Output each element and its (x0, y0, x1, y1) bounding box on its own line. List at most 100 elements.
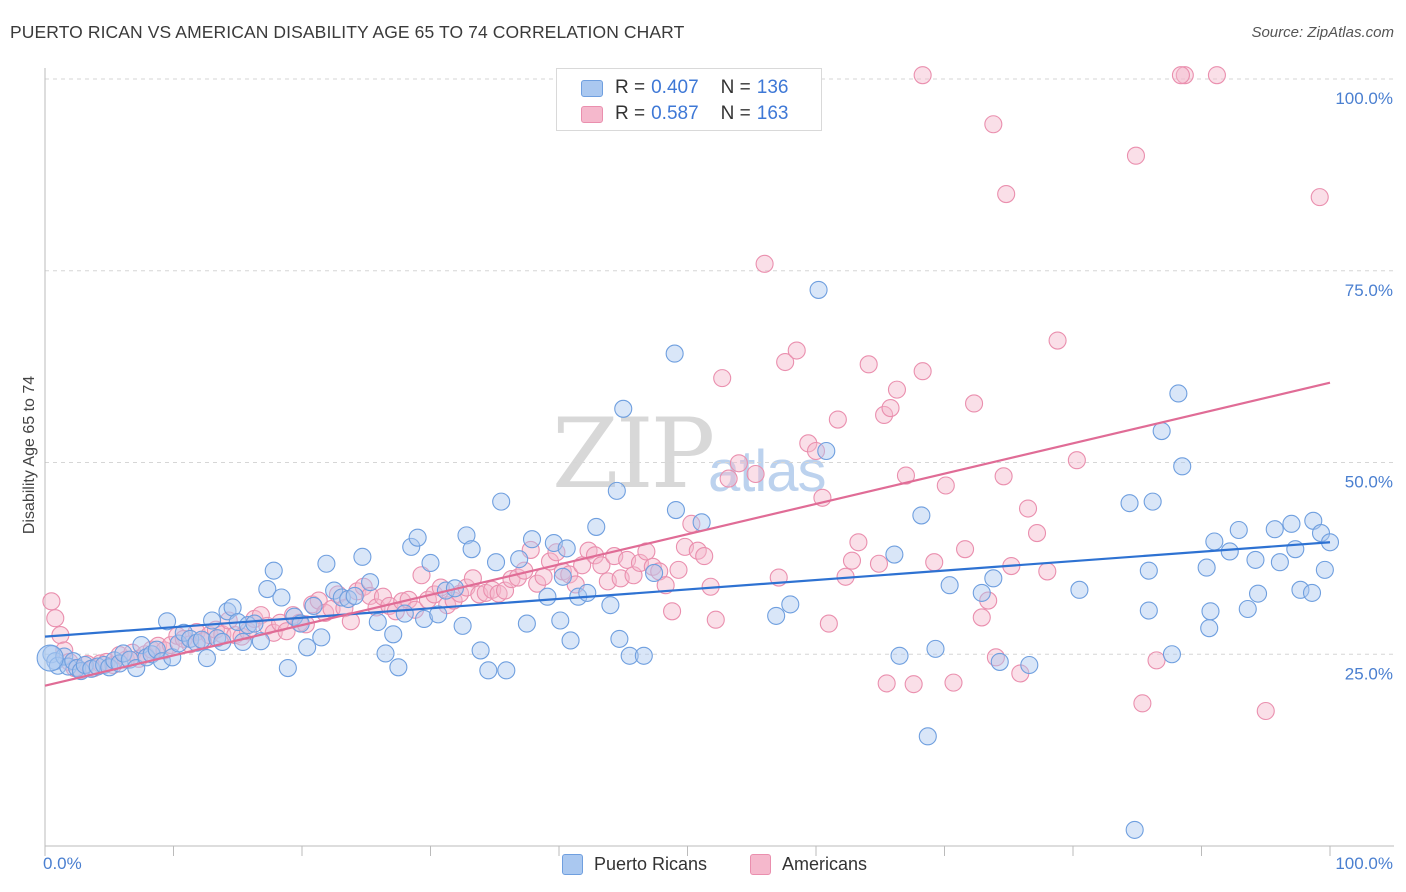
american-point (579, 541, 598, 560)
puerto-rican-point (245, 614, 264, 633)
watermark-atlas: atlas (708, 439, 827, 504)
legend-n-value: 163 (756, 103, 789, 124)
puerto-rican-point (1173, 457, 1192, 476)
american-point (412, 566, 431, 585)
american-point (1147, 651, 1166, 670)
american-point (669, 560, 688, 579)
puerto-rican-point (1238, 599, 1257, 619)
american-point (972, 608, 991, 627)
puerto-rican-point (692, 513, 711, 532)
american-point (528, 574, 547, 593)
american-point (896, 466, 916, 485)
american-point (729, 454, 748, 473)
puerto-rican-point (317, 554, 336, 573)
american-point (881, 398, 900, 418)
american-point (361, 586, 380, 606)
puerto-rican-point (817, 441, 836, 461)
puerto-rican-point (187, 633, 206, 652)
puerto-rican-point (607, 481, 626, 500)
american-point (463, 569, 482, 588)
puerto-rican-point (453, 616, 472, 635)
axes (44, 68, 1394, 856)
puerto-rican-point (912, 506, 931, 525)
american-point (1018, 499, 1038, 518)
puerto-rican-point (610, 629, 629, 648)
american-point (46, 609, 65, 628)
puerto-rican-point (415, 609, 434, 629)
puerto-rican-point (1120, 494, 1139, 513)
american-point (842, 551, 862, 570)
puerto-rican-point (990, 652, 1009, 671)
puerto-rican-point (158, 612, 177, 631)
legend-row-americans: R = 0.587 N = 163 (581, 102, 788, 126)
legend-n-value: 136 (756, 77, 789, 98)
y-axis-label: Disability Age 65 to 74 (21, 376, 38, 534)
american-point (1027, 524, 1047, 543)
american-point (1171, 66, 1190, 85)
puerto-rican-point (1201, 602, 1220, 621)
american-point (904, 675, 923, 694)
puerto-rican-point (408, 528, 427, 547)
puerto-rican-point (926, 639, 945, 658)
puerto-rican-point (192, 630, 211, 649)
puerto-rican-point (486, 553, 506, 572)
american-point (755, 254, 774, 273)
x-tick-label-min: 0.0% (43, 854, 82, 873)
american-point (965, 394, 984, 413)
american-point (869, 554, 889, 573)
american-point (1207, 66, 1226, 85)
puerto-rican-point (645, 563, 664, 582)
american-point (887, 380, 907, 399)
american-point (787, 341, 806, 360)
puerto-rican-point (312, 628, 331, 647)
american-point (706, 610, 725, 629)
tick-labels: 25.0% 50.0% 75.0% 100.0% 0.0% 100.0% (43, 89, 1393, 873)
american-point (936, 476, 955, 495)
puerto-rican-point (972, 583, 991, 602)
puerto-rican-point (233, 632, 252, 652)
source-label: Source: ZipAtlas.com (1251, 24, 1394, 41)
puerto-rican-point (614, 399, 633, 418)
puerto-rican-point (517, 614, 536, 633)
american-point (875, 405, 894, 424)
puerto-rican-point (1143, 492, 1162, 511)
bottom-swatch-blue (562, 853, 583, 875)
puerto-rican-point (1282, 514, 1301, 533)
american-point (713, 369, 732, 388)
puerto-rican-point (264, 561, 283, 580)
american-point (913, 362, 932, 381)
trend-lines (44, 381, 1331, 687)
puerto-rican-point (1205, 532, 1224, 551)
x-tick-label-max: 100.0% (1335, 854, 1393, 873)
puerto-rican-point (1125, 820, 1144, 839)
american-point (663, 602, 682, 621)
puerto-rican-point (1139, 561, 1158, 580)
puerto-rican-point (551, 611, 570, 630)
puerto-rican-point (1152, 422, 1171, 441)
puerto-rican-point (272, 588, 291, 607)
american-point (956, 540, 975, 559)
puerto-rican-point (1270, 553, 1289, 572)
puerto-rican-point (258, 580, 277, 599)
american-point (799, 434, 818, 453)
puerto-rican-point (1162, 645, 1181, 664)
bottom-legend-americans: Americans (750, 852, 867, 876)
american-point (1038, 562, 1057, 581)
american-point (335, 599, 354, 618)
puerto-rican-point (429, 605, 448, 624)
american-point (746, 464, 765, 484)
legend-r-value: 0.587 (651, 103, 699, 124)
american-point (776, 352, 795, 372)
puerto-rican-point (462, 540, 481, 559)
american-point (1256, 701, 1275, 721)
american-point (1126, 146, 1146, 165)
puerto-rican-point (510, 550, 529, 569)
puerto-rican-point (345, 586, 364, 606)
bottom-legend-puerto-ricans: Puerto Ricans (562, 852, 707, 876)
americans-trend-line (44, 381, 1331, 687)
american-point (42, 592, 61, 611)
puerto-rican-point (885, 545, 904, 564)
puerto-rican-point (147, 640, 166, 659)
american-point (819, 614, 838, 633)
